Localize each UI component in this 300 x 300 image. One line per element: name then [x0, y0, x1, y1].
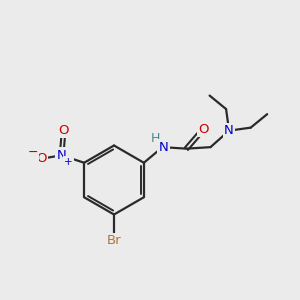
Text: O: O [58, 124, 69, 137]
Text: −: − [28, 146, 38, 159]
Text: H: H [151, 132, 160, 145]
Text: N: N [224, 124, 234, 137]
Text: N: N [159, 141, 169, 154]
Text: O: O [37, 152, 47, 165]
Text: +: + [64, 157, 73, 167]
Text: N: N [57, 149, 67, 162]
Text: O: O [198, 123, 209, 136]
Text: Br: Br [107, 234, 121, 247]
